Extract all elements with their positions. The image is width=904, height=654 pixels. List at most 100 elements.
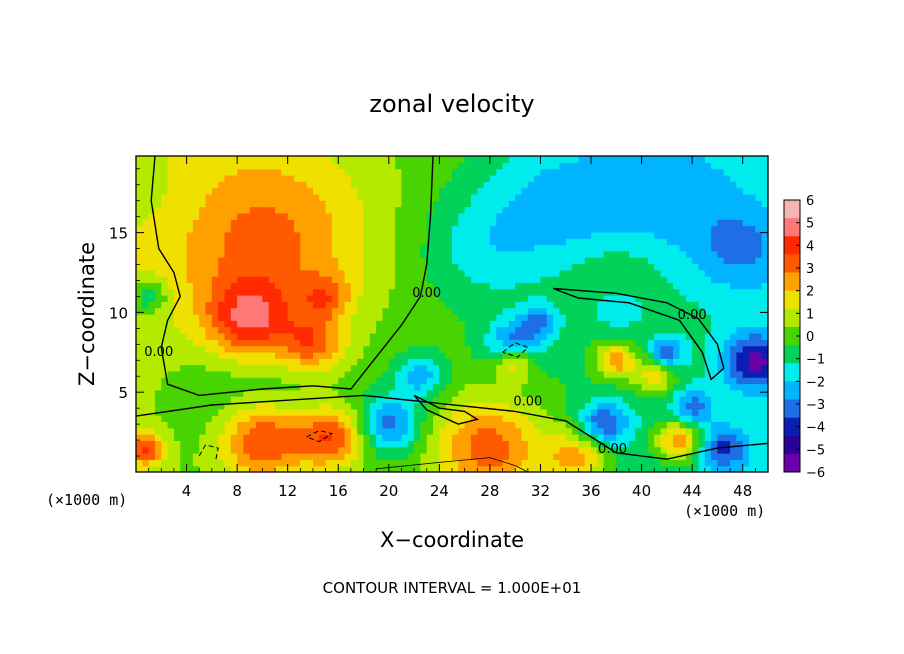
heatmap-cell xyxy=(395,156,403,163)
heatmap-cell xyxy=(237,415,245,423)
heatmap-cell xyxy=(755,326,763,334)
heatmap-cell xyxy=(294,320,301,328)
heatmap-cell xyxy=(211,187,219,195)
heatmap-cell xyxy=(363,219,371,227)
heatmap-cell xyxy=(275,225,282,233)
heatmap-cell xyxy=(407,187,415,195)
heatmap-cell xyxy=(628,440,636,448)
heatmap-cell xyxy=(508,250,516,258)
heatmap-cell xyxy=(527,364,535,372)
heatmap-cell xyxy=(470,440,478,448)
heatmap-cell xyxy=(395,314,403,321)
heatmap-cell xyxy=(584,389,592,397)
heatmap-cell xyxy=(407,301,415,309)
heatmap-cell xyxy=(610,244,617,252)
heatmap-cell xyxy=(369,162,377,170)
heatmap-cell xyxy=(350,231,358,239)
heatmap-cell xyxy=(338,421,346,429)
heatmap-cell xyxy=(761,231,768,239)
heatmap-cell xyxy=(268,320,276,328)
heatmap-cell xyxy=(136,193,143,201)
heatmap-cell xyxy=(287,339,295,347)
heatmap-cell xyxy=(603,415,611,423)
heatmap-cell xyxy=(470,269,478,277)
heatmap-cell xyxy=(477,200,485,208)
heatmap-cell xyxy=(736,200,744,208)
heatmap-cell xyxy=(761,174,768,182)
heatmap-cell xyxy=(211,263,219,271)
heatmap-cell xyxy=(458,320,466,328)
heatmap-cell xyxy=(407,434,415,441)
heatmap-cell xyxy=(591,244,598,252)
heatmap-cell xyxy=(591,453,598,460)
heatmap-cell xyxy=(736,434,744,441)
heatmap-cell xyxy=(761,427,768,435)
heatmap-cell xyxy=(350,225,358,233)
heatmap-cell xyxy=(597,434,605,441)
heatmap-cell xyxy=(616,453,624,460)
heatmap-cell xyxy=(692,282,700,290)
heatmap-cell xyxy=(717,358,725,366)
heatmap-cell xyxy=(559,257,567,265)
heatmap-cell xyxy=(635,187,643,195)
heatmap-cell xyxy=(654,459,662,467)
heatmap-cell xyxy=(666,332,674,340)
heatmap-cell xyxy=(180,364,188,372)
heatmap-cell xyxy=(730,269,737,277)
heatmap-cell xyxy=(205,187,213,195)
heatmap-cell xyxy=(433,370,440,378)
heatmap-cell xyxy=(414,181,421,189)
heatmap-cell xyxy=(628,162,636,170)
heatmap-cell xyxy=(704,250,712,258)
heatmap-cell xyxy=(603,377,611,385)
heatmap-cell xyxy=(205,415,213,423)
heatmap-cell xyxy=(230,193,238,201)
heatmap-cell xyxy=(211,276,219,283)
heatmap-cell xyxy=(395,181,403,189)
heatmap-cell xyxy=(679,168,687,176)
heatmap-cell xyxy=(565,295,573,302)
heatmap-cell xyxy=(369,219,377,227)
heatmap-cell xyxy=(325,244,333,252)
heatmap-cell xyxy=(426,162,434,170)
heatmap-cell xyxy=(521,168,529,176)
heatmap-cell xyxy=(262,257,270,265)
heatmap-cell xyxy=(262,288,270,296)
heatmap-cell xyxy=(578,453,586,460)
heatmap-cell xyxy=(508,446,516,454)
heatmap-cell xyxy=(344,288,352,296)
heatmap-cell xyxy=(180,408,188,416)
heatmap-cell xyxy=(489,238,497,246)
heatmap-cell xyxy=(192,320,200,328)
heatmap-cell xyxy=(148,314,156,321)
heatmap-cell xyxy=(148,288,156,296)
heatmap-cell xyxy=(749,282,756,290)
heatmap-cell xyxy=(173,332,181,340)
heatmap-cell xyxy=(306,402,314,410)
heatmap-cell xyxy=(211,307,219,315)
heatmap-cell xyxy=(312,269,320,277)
heatmap-cell xyxy=(211,200,219,208)
heatmap-cell xyxy=(407,174,415,182)
heatmap-cell xyxy=(622,358,630,366)
heatmap-cell xyxy=(331,434,339,441)
heatmap-cell xyxy=(173,453,181,460)
heatmap-cell xyxy=(597,377,605,385)
heatmap-cell xyxy=(407,244,415,252)
heatmap-cell xyxy=(414,389,421,397)
heatmap-cell xyxy=(388,225,396,233)
heatmap-cell xyxy=(692,408,700,416)
heatmap-cell xyxy=(584,219,592,227)
heatmap-cell xyxy=(628,351,636,359)
heatmap-cell xyxy=(199,351,207,359)
heatmap-cell xyxy=(660,421,668,429)
heatmap-cell xyxy=(730,257,737,265)
heatmap-cell xyxy=(483,288,491,296)
heatmap-cell xyxy=(628,465,636,472)
heatmap-cell xyxy=(186,206,194,214)
heatmap-cell xyxy=(540,383,548,391)
heatmap-cell xyxy=(167,231,175,239)
heatmap-cell xyxy=(148,389,156,397)
heatmap-cell xyxy=(439,238,447,246)
heatmap-cell xyxy=(610,351,617,359)
